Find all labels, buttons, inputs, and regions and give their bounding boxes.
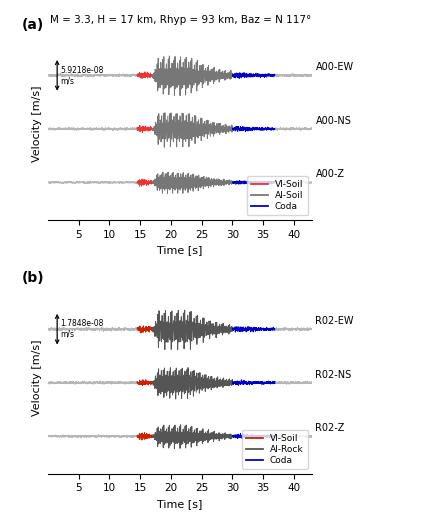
X-axis label: Time [s]: Time [s] (158, 499, 203, 509)
Legend: VI-Soil, Al-Rock, Coda: VI-Soil, Al-Rock, Coda (242, 430, 308, 469)
Text: A00-Z: A00-Z (315, 169, 345, 179)
Y-axis label: Velocity [m/s]: Velocity [m/s] (32, 85, 42, 162)
X-axis label: Time [s]: Time [s] (158, 245, 203, 255)
Legend: VI-Soil, Al-Soil, Coda: VI-Soil, Al-Soil, Coda (247, 176, 308, 215)
Text: (a): (a) (22, 17, 44, 31)
Text: A00-NS: A00-NS (315, 116, 351, 126)
Y-axis label: Velocity [m/s]: Velocity [m/s] (32, 339, 42, 416)
Text: (b): (b) (22, 271, 44, 286)
Text: R02-NS: R02-NS (315, 370, 352, 380)
Text: A00-EW: A00-EW (315, 62, 354, 72)
Text: 5.9218e-08
m/s: 5.9218e-08 m/s (60, 66, 104, 85)
Text: R02-Z: R02-Z (315, 423, 345, 433)
Text: 1.7848e-08
m/s: 1.7848e-08 m/s (60, 320, 104, 339)
Text: R02-EW: R02-EW (315, 316, 354, 326)
Title: M = 3.3, H = 17 km, Rhyp = 93 km, Baz = N 117°: M = 3.3, H = 17 km, Rhyp = 93 km, Baz = … (50, 15, 311, 25)
